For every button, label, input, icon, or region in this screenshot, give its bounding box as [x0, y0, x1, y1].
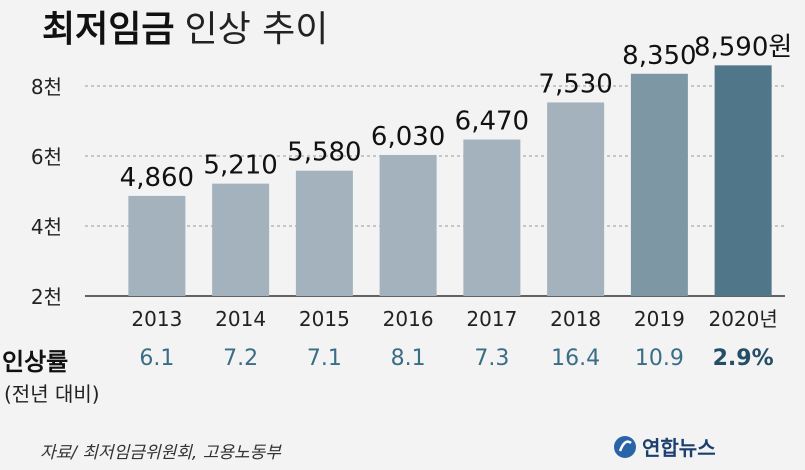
y-tick-label: 8천 [31, 75, 62, 99]
increase-rate-value: 16.4 [551, 346, 601, 371]
title-bold: 최저임금 [42, 9, 175, 50]
increase-rate-value: 7.3 [474, 346, 510, 371]
x-tick-label: 2020년 [708, 307, 777, 331]
increase-rate-subheader: (전년 대비) [4, 382, 100, 406]
x-tick-label: 2019 [634, 307, 685, 331]
bar-value-label: 8,350 [622, 41, 696, 71]
bar-value-label: 5,210 [203, 151, 277, 181]
x-tick-label: 2017 [466, 307, 517, 331]
brand-name: 연합뉴스 [642, 436, 716, 460]
x-tick-label: 2016 [383, 307, 434, 331]
bar-value-label: 6,470 [455, 107, 529, 137]
increase-rate-value: 2.9% [712, 346, 774, 371]
y-tick-label: 2천 [31, 285, 62, 309]
increase-rate-value: 7.1 [306, 346, 342, 371]
bar-value-label: 6,030 [371, 122, 445, 152]
y-tick-label: 6천 [31, 145, 62, 169]
x-tick-label: 2014 [215, 307, 266, 331]
bar-2015 [295, 170, 353, 296]
bar-2019 [630, 73, 688, 296]
bar-value-label: 4,860 [120, 163, 194, 193]
increase-rate-value: 7.2 [223, 346, 259, 371]
bar-value-label: 7,530 [538, 69, 612, 99]
bar-2013 [128, 195, 186, 296]
title-light: 인상 추이 [184, 9, 329, 50]
y-tick-label: 4천 [31, 215, 62, 239]
bar-value-label: 8,590원 [694, 32, 792, 62]
x-tick-label: 2013 [131, 307, 182, 331]
bar-value-label: 5,580 [287, 138, 361, 168]
bar-2016 [379, 154, 437, 296]
source-note: 자료/ 최저임금위원회, 고용노동부 [40, 443, 281, 463]
increase-rate-value: 10.9 [634, 346, 684, 371]
bar-2018 [547, 102, 605, 296]
increase-rate-row: 인상률 6.1 7.2 7.1 8.1 7.3 16.4 10.9 2.9% [0, 340, 805, 380]
yonhap-logo-icon [614, 435, 636, 458]
chart-title: 최저임금 인상 추이 [42, 8, 328, 52]
increase-rate-value: 8.1 [390, 346, 426, 371]
increase-rate-value: 6.1 [139, 346, 175, 371]
bar-2020년 [714, 65, 772, 296]
brand: 연합뉴스 [612, 432, 716, 461]
x-tick-label: 2018 [550, 307, 601, 331]
bar-2017 [463, 139, 521, 296]
increase-rate-header: 인상률 [2, 348, 69, 376]
x-tick-label: 2015 [299, 307, 350, 331]
bar-2014 [212, 183, 270, 296]
bar-chart: 2천 4천 6천 8천 4,860 2013 5,210 2014 5,580 2015 6,030… [31, 32, 792, 331]
